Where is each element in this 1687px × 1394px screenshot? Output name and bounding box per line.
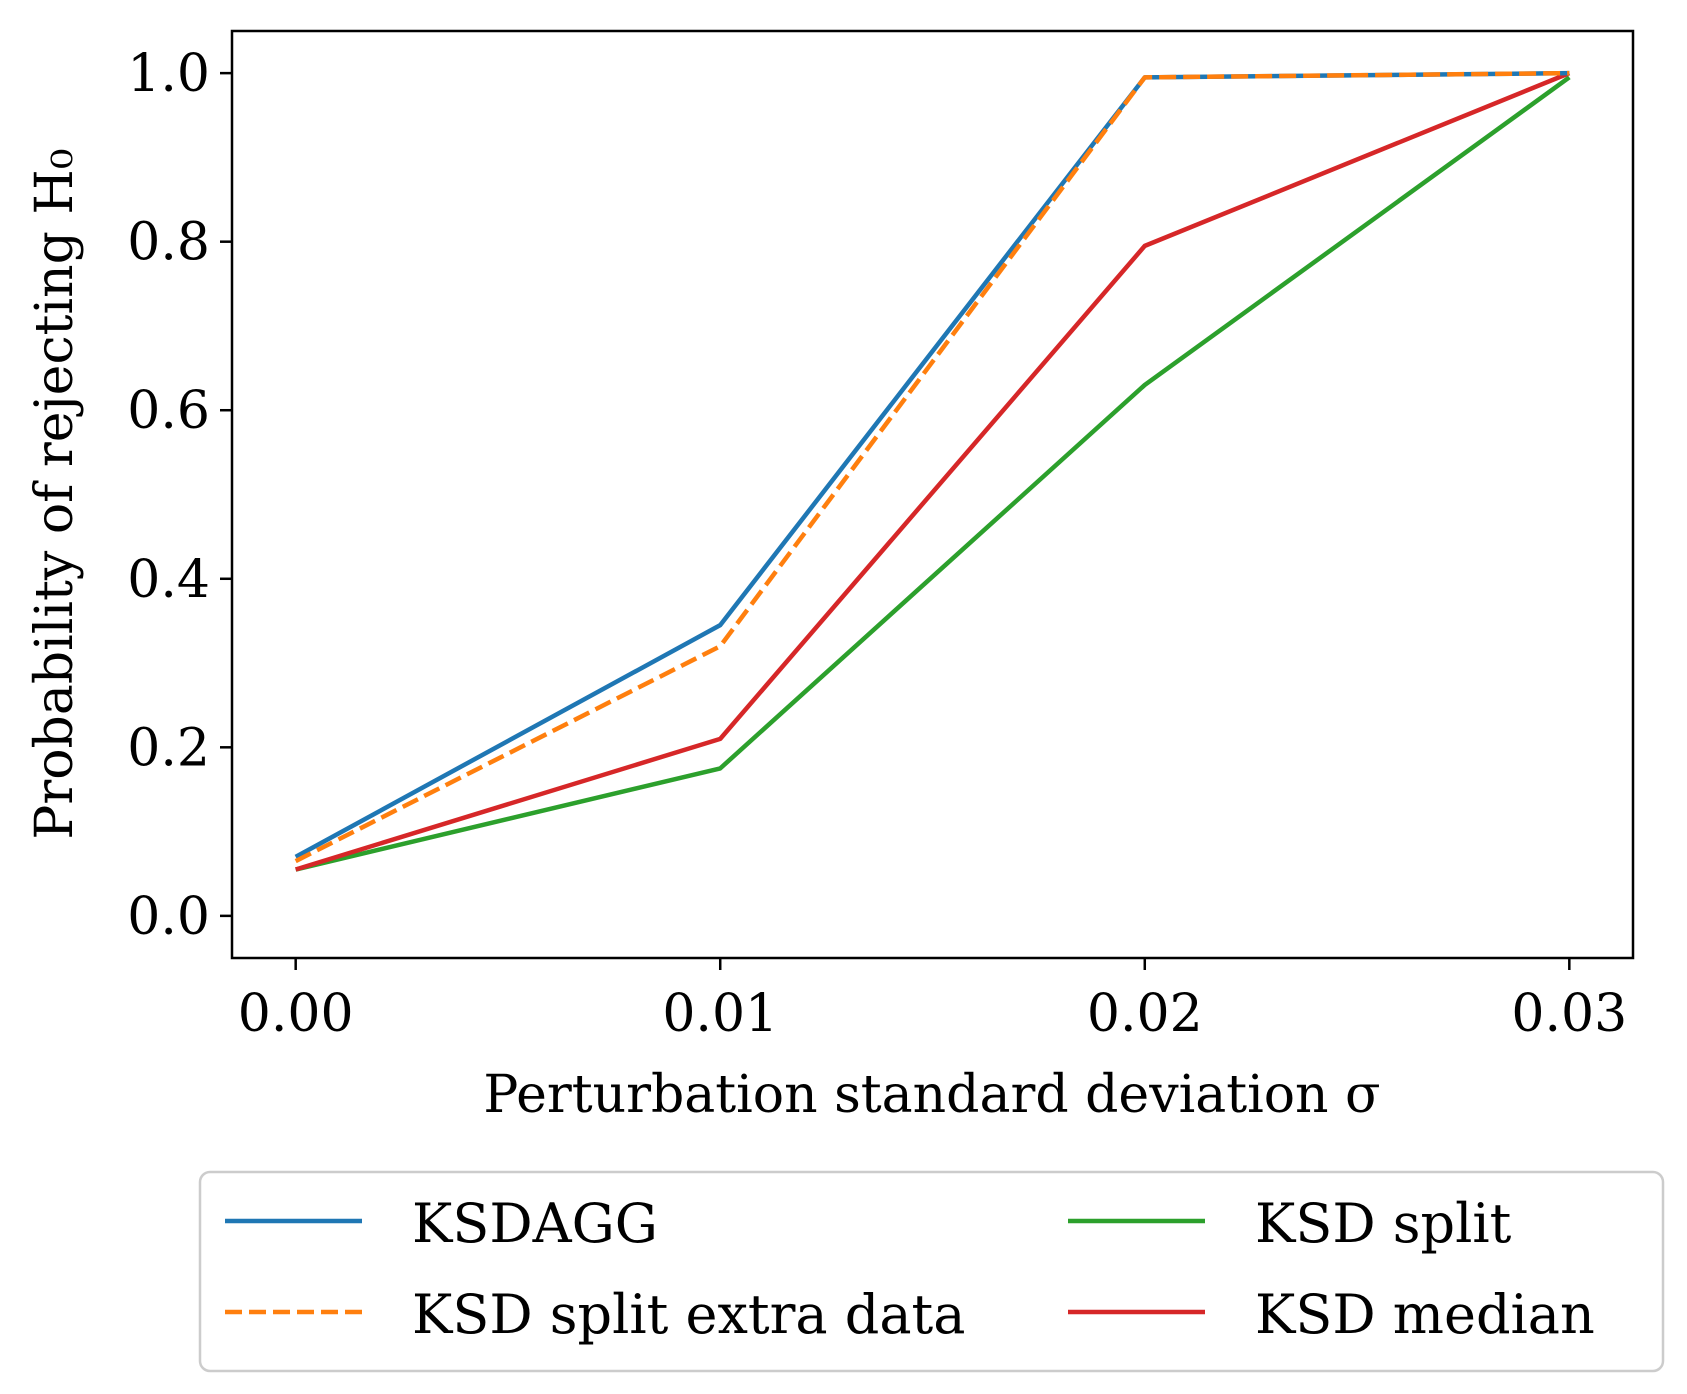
- y-tick-label: 0.8: [127, 213, 210, 273]
- plot-frame: [230, 29, 1635, 960]
- legend-items: KSDAGG KSD split extra data KSD split KSD m…: [225, 1192, 1595, 1346]
- x-tick-label: 0.00: [238, 984, 354, 1044]
- y-tick-label: 0.6: [127, 381, 210, 441]
- series-line-ksd-split: [295, 75, 1571, 872]
- y-axis: 0.0 0.2 0.4 0.6 0.8 1.0: [127, 44, 232, 947]
- y-tick-label: 0.4: [127, 550, 210, 610]
- series-line-ksd-split-extra-data: [294, 70, 1570, 864]
- legend-label: KSD split extra data: [412, 1283, 965, 1346]
- legend-frame: [198, 1170, 1665, 1373]
- y-tick-label: 1.0: [127, 44, 210, 104]
- legend-label: KSD split: [1255, 1192, 1512, 1255]
- series-layer: [294, 70, 1571, 872]
- x-tick-label: 0.02: [1087, 984, 1203, 1044]
- y-tick-label: 0.0: [127, 887, 210, 947]
- series-line-ksd-median: [295, 71, 1571, 872]
- x-tick-label: 0.01: [662, 984, 778, 1044]
- legend-label: KSD median: [1255, 1283, 1595, 1346]
- y-tick-label: 0.2: [127, 718, 210, 778]
- series-line-ksdagg: [294, 70, 1570, 859]
- legend: KSDAGG KSD split extra data KSD split KSD m…: [198, 1170, 1665, 1373]
- x-axis-label: Perturbation standard deviation σ: [483, 1065, 1380, 1125]
- legend-label: KSDAGG: [412, 1192, 658, 1255]
- y-axis-label: Probability of rejecting H₀: [25, 148, 85, 839]
- x-axis: 0.00 0.01 0.02 0.03: [238, 958, 1627, 1044]
- x-tick-label: 0.03: [1511, 984, 1627, 1044]
